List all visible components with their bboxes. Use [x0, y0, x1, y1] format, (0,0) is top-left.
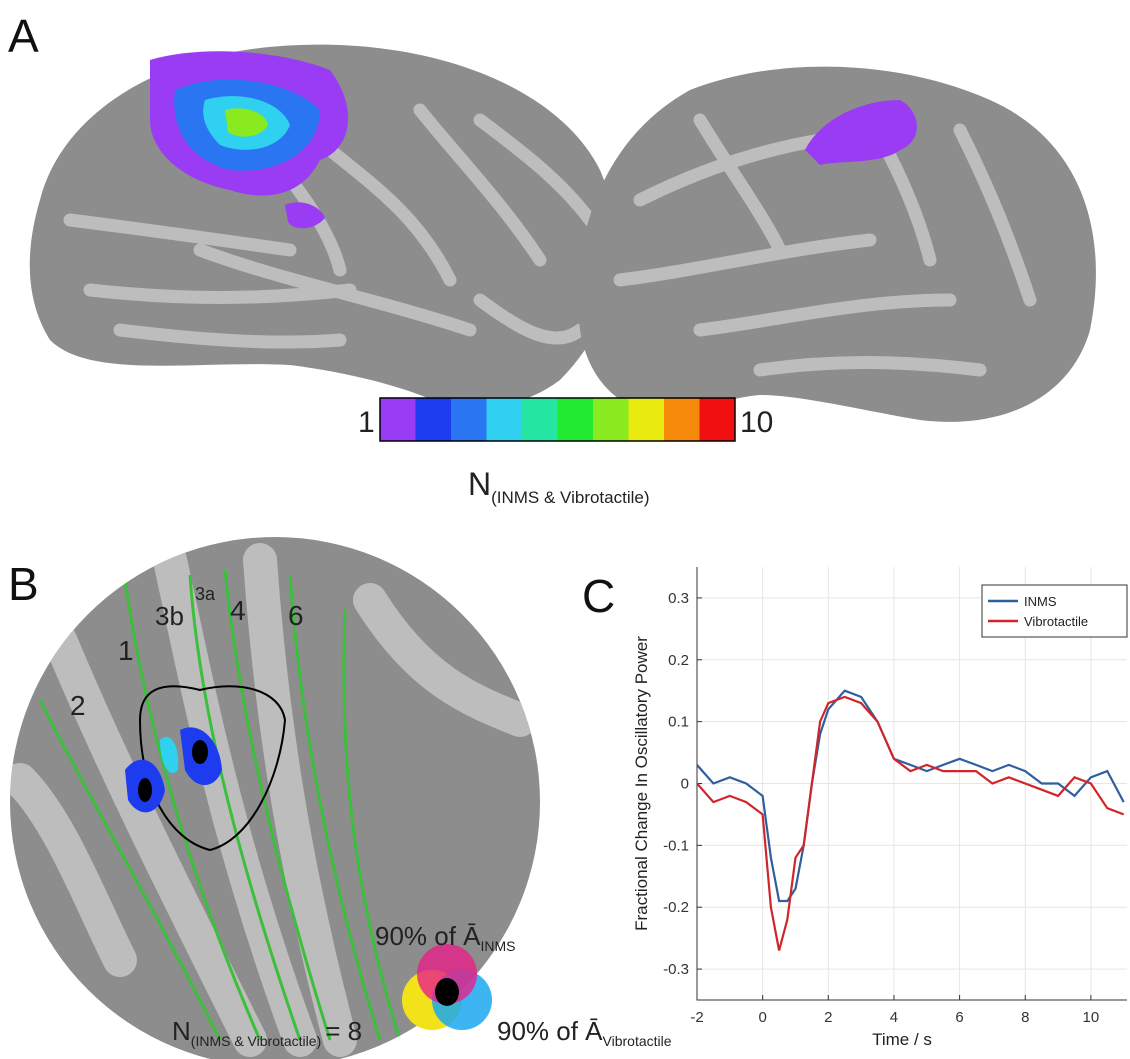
series-line	[697, 695, 1125, 951]
y-tick-label: 0.1	[668, 714, 689, 731]
venn-vibro-text: 90% of Ā	[497, 1016, 603, 1046]
x-tick-label: 10	[1083, 1009, 1100, 1026]
y-tick-label: 0	[681, 776, 689, 793]
x-tick-label: 2	[824, 1009, 832, 1026]
colorbar-swatch	[628, 398, 665, 441]
colorbar	[379, 397, 736, 442]
y-tick-label: 0.2	[668, 652, 689, 669]
x-tick-label: 6	[955, 1009, 963, 1026]
panel-label: C	[582, 570, 615, 622]
x-tick-label: 8	[1021, 1009, 1029, 1026]
panel-label: B	[8, 558, 39, 610]
axis-frame	[696, 567, 1127, 1001]
colorbar-swatch	[699, 398, 736, 441]
venn-inms-label: 90% of ĀINMS	[375, 921, 516, 954]
colorbar-title: N(INMS & Vibrotactile)	[468, 466, 650, 507]
y-tick-label: -0.2	[663, 899, 689, 916]
region-label: 6	[288, 600, 304, 631]
region-label: 3a	[195, 584, 216, 604]
venn-vibro-sub: Vibrotactile	[603, 1033, 672, 1049]
colorbar-swatch	[486, 398, 523, 441]
colorbar-swatch	[415, 398, 452, 441]
colorbar-swatch	[380, 398, 416, 441]
venn-inms-sub: INMS	[481, 938, 516, 954]
colorbar-frame	[379, 397, 736, 442]
region-label: 4	[230, 595, 246, 626]
right-hemisphere	[578, 66, 1096, 422]
colorbar-swatch	[451, 398, 487, 441]
venn-vibro-label: 90% of ĀVibrotactile	[497, 1016, 672, 1049]
x-tick-label: 0	[758, 1009, 766, 1026]
panel-label: A	[8, 10, 39, 62]
venn-n-sub: (INMS & Vibrotactile)	[191, 1033, 321, 1049]
colorbar-title-sub: (INMS & Vibrotactile)	[491, 488, 649, 507]
region-label: 1	[118, 635, 134, 666]
colorbar-swatch	[593, 398, 629, 441]
legend-label: INMS	[1024, 594, 1057, 609]
colorbar-swatch	[557, 398, 594, 441]
legend-label: Vibrotactile	[1024, 614, 1088, 629]
y-tick-label: 0.3	[668, 590, 689, 607]
region-label: 2	[70, 690, 86, 721]
y-axis-label: Fractional Change In Oscillatory Power	[632, 636, 651, 931]
x-tick-label: -2	[690, 1009, 703, 1026]
colorbar-title-main: N	[468, 466, 491, 502]
colorbar-min-label: 1	[358, 406, 375, 439]
colorbar-swatch	[522, 398, 558, 441]
colorbar-swatch	[664, 398, 700, 441]
venn	[402, 944, 492, 1030]
colorbar-max-label: 10	[740, 406, 773, 439]
x-axis-label: Time / s	[872, 1030, 932, 1049]
y-tick-label: -0.1	[663, 837, 689, 854]
line-chart: -0.3 -0.2 -0.1 0 0.1 0.2 0.3 -2 0 2 4 6 8 10 Time / s F…	[632, 567, 1128, 1049]
venn-n-text: N	[172, 1016, 191, 1046]
region-label: 3b	[155, 601, 184, 631]
y-tick-label: -0.3	[663, 961, 689, 978]
legend-box	[981, 584, 1128, 638]
venn-inms-text: 90% of Ā	[375, 921, 481, 951]
venn-n-value: = 8	[325, 1016, 362, 1046]
venn-n-label: N(INMS & Vibrotactile) = 8	[172, 1016, 362, 1049]
x-tick-label: 4	[890, 1009, 898, 1026]
left-hemisphere	[29, 44, 617, 407]
